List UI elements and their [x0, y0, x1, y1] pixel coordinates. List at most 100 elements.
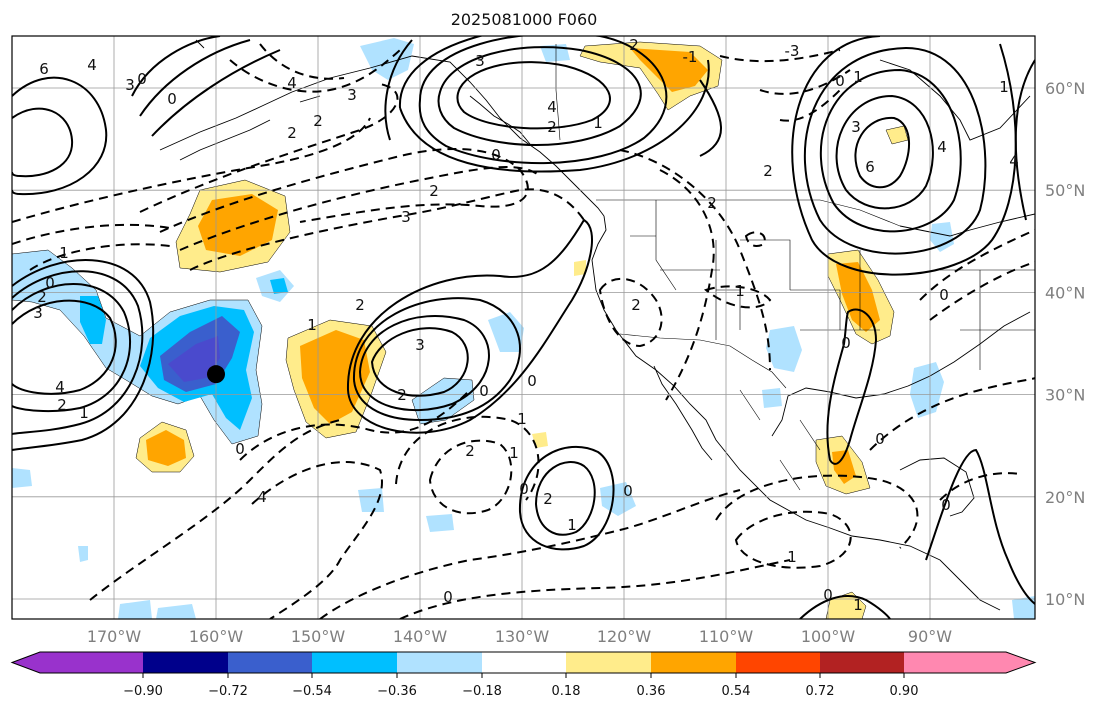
contour-positive	[819, 68, 962, 233]
location-marker	[207, 365, 225, 384]
contour-label: 1	[853, 68, 863, 86]
coastline-baja	[653, 365, 713, 461]
contour-positive	[384, 39, 722, 157]
contour-positive	[398, 36, 710, 173]
longitude-label: 90°W	[908, 627, 952, 646]
contour-label: 2	[543, 490, 553, 508]
negative-anomaly-area	[118, 600, 152, 619]
contour-label: 2	[57, 396, 67, 414]
contour-positive	[12, 283, 132, 413]
contour-label: 2	[465, 442, 475, 460]
contour-label: 4	[1009, 152, 1019, 170]
coastline-yucatan	[899, 457, 975, 517]
negative-anomaly-area	[910, 362, 944, 418]
latitude-label: 40°N	[1045, 283, 1085, 302]
colorbar-tick-label: 0.72	[806, 684, 835, 699]
contour-negative	[395, 415, 540, 501]
positive-anomaly-area	[832, 450, 856, 484]
latitude-label: 60°N	[1045, 79, 1085, 98]
contour-label: 0	[527, 372, 537, 390]
colorbar-extend-high	[904, 652, 1035, 673]
colorbar-segment	[651, 652, 736, 673]
longitude-label: 110°W	[699, 627, 754, 646]
chart-title: 2025081000 F060	[450, 10, 598, 29]
longitude-label: 100°W	[801, 627, 856, 646]
contour-label: 0	[479, 382, 489, 400]
contour-label: 1	[999, 78, 1009, 96]
contour-negative	[939, 472, 1021, 501]
longitude-label: 150°W	[291, 627, 346, 646]
contour-label: 0	[137, 70, 147, 88]
colorbar-segment	[397, 652, 482, 673]
contour-label: 6	[39, 60, 49, 78]
contour-label: 1	[59, 244, 69, 262]
contour-lines	[12, 36, 1035, 619]
latitude-label: 30°N	[1045, 386, 1085, 405]
contour-label: 2	[631, 296, 641, 314]
contour-negative	[734, 510, 852, 569]
contour-label: 2	[313, 112, 323, 130]
contour-label: 6	[865, 158, 875, 176]
colorbar-tick-label: −0.90	[123, 684, 163, 699]
negative-anomaly-area	[358, 488, 384, 512]
contour-positive	[437, 46, 642, 146]
contour-label: 1	[593, 114, 603, 132]
contour-label: -3	[785, 42, 800, 60]
colorbar-tick-label: 0.54	[722, 684, 751, 699]
positive-anomaly-area	[836, 262, 880, 332]
colorbar-tick-label: −0.36	[377, 684, 417, 699]
negative-anomaly-area	[930, 222, 954, 252]
colorbar-segment	[143, 652, 228, 673]
coastline-hudson	[879, 59, 1031, 141]
contour-positive	[456, 61, 611, 130]
positive-anomaly-area	[630, 48, 708, 92]
contour-label: 3	[347, 86, 357, 104]
longitude-labels: 170°W 160°W 150°W 140°W 130°W 120°W 110°W 100°W…	[87, 627, 952, 646]
negative-anomaly-area	[156, 604, 196, 619]
contour-label: 0	[841, 334, 851, 352]
negative-anomaly-area	[12, 468, 32, 488]
contour-negative	[703, 285, 772, 309]
contour-label: 0	[623, 482, 633, 500]
contour-positive	[854, 116, 911, 189]
contour-negative	[259, 43, 345, 80]
contour-negative	[189, 188, 585, 271]
contour-positive	[799, 595, 891, 619]
contour-label: 4	[287, 74, 297, 92]
contour-label: 1	[567, 516, 577, 534]
contour-label: 1	[787, 548, 797, 566]
latitude-label: 20°N	[1045, 488, 1085, 507]
political-borders	[555, 44, 1035, 491]
colorbar-tick-label: 0.90	[890, 684, 919, 699]
longitude-label: 130°W	[495, 627, 550, 646]
colorbar-segment	[482, 652, 566, 673]
contour-negative	[89, 419, 341, 601]
contour-label: 3	[415, 336, 425, 354]
contour-negative	[12, 223, 171, 271]
contour-negative	[598, 277, 663, 348]
contour-negative	[319, 489, 741, 619]
contour-label: 4	[547, 98, 557, 116]
contour-label: 2	[763, 162, 773, 180]
contour-negative	[715, 474, 919, 549]
negative-anomaly-area	[1012, 596, 1035, 619]
contour-negative	[159, 147, 529, 233]
negative-anomaly-area	[426, 514, 454, 532]
contour-label: 2	[287, 124, 297, 142]
contour-positive	[131, 36, 281, 137]
border-alaska-canada	[555, 44, 561, 141]
contour-label: 0	[939, 286, 949, 304]
negative-anomaly-area	[600, 482, 636, 516]
contour-negative	[399, 559, 791, 619]
contour-label: 3	[33, 304, 43, 322]
colorbar-tick-label: −0.54	[292, 684, 332, 699]
contour-negative	[428, 439, 513, 515]
contour-label: 0	[835, 72, 845, 90]
longitude-label: 160°W	[189, 627, 244, 646]
contour-label: 4	[87, 56, 97, 74]
contour-positive	[12, 270, 144, 435]
contour-negative	[251, 461, 383, 619]
contour-negative	[239, 389, 471, 461]
negative-anomaly-area	[488, 312, 524, 352]
